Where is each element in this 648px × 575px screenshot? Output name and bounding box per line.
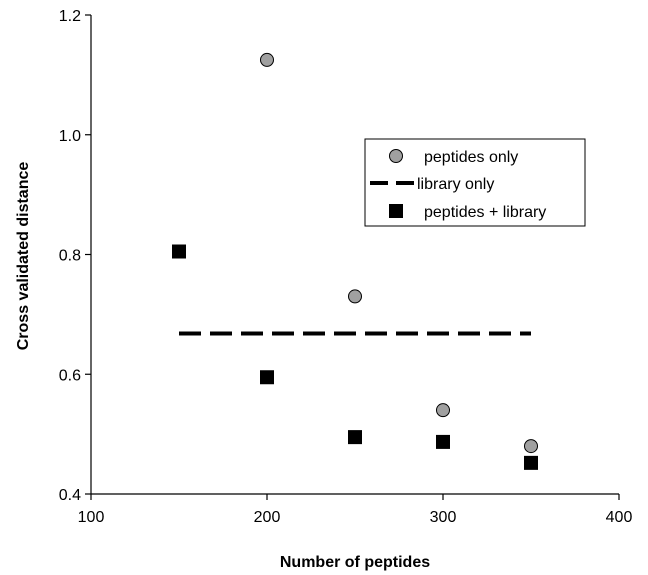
data-point-peptides-library — [436, 434, 450, 449]
y-tick-label: 0.6 — [59, 367, 81, 384]
y-tick-label: 1.2 — [59, 8, 81, 25]
y-tick-label: 0.8 — [59, 248, 81, 265]
legend: peptides only library only peptides + libr… — [364, 138, 586, 227]
axes — [90, 15, 619, 495]
legend-square-swatch — [389, 204, 403, 218]
x-axis-ticks: 100 200 300 400 — [78, 494, 633, 526]
legend-label: library only — [417, 176, 494, 193]
data-point-peptides-only — [436, 403, 450, 418]
y-axis-ticks: 0.4 0.6 0.8 1.0 1.2 — [59, 8, 91, 504]
data-marks — [172, 52, 538, 470]
data-point-peptides-only — [348, 289, 362, 304]
x-tick-label: 100 — [78, 509, 105, 526]
x-axis-title: Number of peptides — [280, 554, 430, 571]
x-tick-label: 400 — [606, 509, 633, 526]
data-point-peptides-only — [524, 439, 538, 454]
data-point-peptides-only — [260, 52, 274, 67]
x-tick-label: 200 — [254, 509, 281, 526]
x-tick-label: 300 — [430, 509, 457, 526]
legend-label: peptides + library — [424, 204, 546, 221]
data-point-peptides-library — [172, 244, 186, 259]
y-tick-label: 0.4 — [59, 487, 81, 504]
legend-circle-swatch — [389, 149, 403, 163]
data-point-peptides-library — [260, 370, 274, 385]
y-axis-title: Cross validated distance — [15, 162, 32, 351]
legend-label: peptides only — [424, 149, 518, 166]
data-point-peptides-library — [348, 430, 362, 445]
data-point-peptides-library — [524, 455, 538, 470]
y-tick-label: 1.0 — [59, 128, 81, 145]
